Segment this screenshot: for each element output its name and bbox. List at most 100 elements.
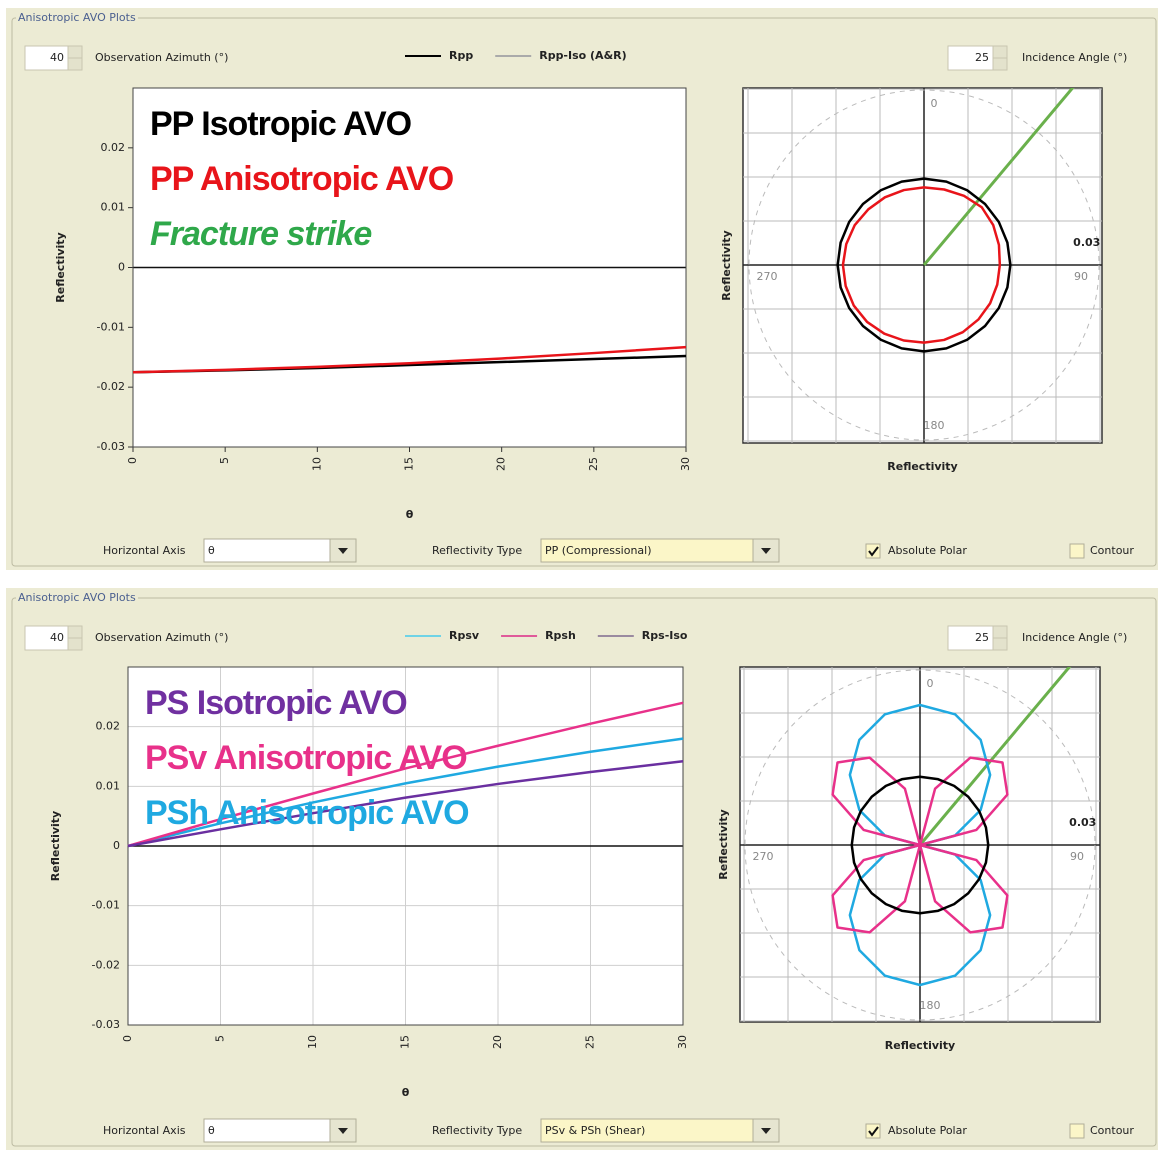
fracture-strike xyxy=(922,88,1075,266)
series-line xyxy=(127,737,684,848)
legend-label: Rpp xyxy=(449,49,473,62)
x-tick-label: 10 xyxy=(306,1035,319,1049)
polar-y-label: Reflectivity xyxy=(720,230,733,300)
ring-label: 0.03 xyxy=(1069,816,1096,829)
x-tick-label: 30 xyxy=(679,457,692,471)
checkbox[interactable] xyxy=(865,543,881,559)
legend-label: Rps-Iso xyxy=(642,629,688,642)
spin-box[interactable] xyxy=(947,45,994,71)
x-tick-label: 25 xyxy=(587,457,600,471)
horizontal-axis-label: Horizontal Axis xyxy=(103,1124,186,1137)
y-axis-label: Reflectivity xyxy=(49,811,62,881)
x-tick-label: 5 xyxy=(214,1035,227,1042)
angle-label: 90 xyxy=(1070,850,1084,863)
y-tick-label: 0 xyxy=(113,839,120,852)
polar-ring xyxy=(744,669,1096,1021)
legend-label: Rpp-Iso (A&R) xyxy=(539,49,626,62)
polar-series xyxy=(850,775,990,915)
annotation: PSv Anisotropic AVO xyxy=(145,739,467,777)
x-tick-label: 0 xyxy=(126,457,139,464)
dropdown[interactable] xyxy=(203,538,331,563)
dropdown[interactable] xyxy=(203,1118,331,1143)
x-tick-label: 20 xyxy=(495,457,508,471)
fracture-strike xyxy=(918,667,1072,846)
annotation: PS Isotropic AVO xyxy=(145,684,407,722)
ring-label: 0.03 xyxy=(1073,236,1100,249)
checkbox[interactable] xyxy=(865,1123,881,1139)
spin-value: 40 xyxy=(50,51,64,64)
reflectivity-type-label: Reflectivity Type xyxy=(432,1124,522,1137)
angle-label: 0 xyxy=(931,97,938,110)
annotation: PP Anisotropic AVO xyxy=(150,160,454,198)
absolute-polar-label: Absolute Polar xyxy=(888,1124,967,1137)
polar-series xyxy=(848,703,992,987)
dropdown-value: PP (Compressional) xyxy=(545,544,652,557)
x-axis-label: θ xyxy=(406,508,414,521)
x-axis-label: θ xyxy=(402,1086,410,1099)
x-tick-label: 15 xyxy=(403,457,416,471)
angle-label: 180 xyxy=(924,419,945,432)
plot-border xyxy=(132,87,687,448)
y-tick-label: -0.03 xyxy=(92,1018,120,1031)
check-mark xyxy=(868,546,879,557)
polar-y-label: Reflectivity xyxy=(717,809,730,879)
checkbox[interactable] xyxy=(1069,543,1085,559)
spin-box[interactable] xyxy=(24,625,69,651)
series-line xyxy=(127,701,684,848)
spin-value: 25 xyxy=(975,631,989,644)
group-frame xyxy=(11,17,1157,567)
series-line xyxy=(127,760,684,848)
x-tick-label: 0 xyxy=(121,1035,134,1042)
absolute-polar-label: Absolute Polar xyxy=(888,544,967,557)
dropdown-value: θ xyxy=(208,1124,215,1137)
annotation: PSh Anisotropic AVO xyxy=(145,794,469,832)
angle-label: 90 xyxy=(1074,270,1088,283)
dropdown-arrow xyxy=(338,548,348,554)
angle-label: 180 xyxy=(920,999,941,1012)
y-tick-label: 0.01 xyxy=(96,779,121,792)
polar-x-label: Reflectivity xyxy=(887,460,957,473)
azimuth-label: Observation Azimuth (°) xyxy=(95,631,228,644)
spin-box[interactable] xyxy=(24,45,69,71)
reflectivity-type-label: Reflectivity Type xyxy=(432,544,522,557)
y-tick-label: -0.01 xyxy=(97,320,125,333)
incidence-label: Incidence Angle (°) xyxy=(1022,631,1127,644)
angle-label: 0 xyxy=(927,677,934,690)
x-tick-label: 25 xyxy=(584,1035,597,1049)
angle-label: 270 xyxy=(753,850,774,863)
checkbox[interactable] xyxy=(1069,1123,1085,1139)
spin-box[interactable] xyxy=(947,625,994,651)
polar-series xyxy=(841,186,1002,344)
contour-label: Contour xyxy=(1090,544,1134,557)
annotation: Fracture strike xyxy=(150,215,371,253)
incidence-label: Incidence Angle (°) xyxy=(1022,51,1127,64)
legend-label: Rpsh xyxy=(545,629,576,642)
y-tick-label: -0.01 xyxy=(92,899,120,912)
y-tick-label: 0.02 xyxy=(101,141,126,154)
y-tick-label: -0.02 xyxy=(92,958,120,971)
series-line xyxy=(132,345,687,374)
dropdown-value: PSv & PSh (Shear) xyxy=(545,1124,645,1137)
annotation: PP Isotropic AVO xyxy=(150,105,412,143)
dropdown-arrow xyxy=(761,548,771,554)
y-tick-label: 0 xyxy=(118,261,125,274)
polar-series xyxy=(831,756,1009,934)
spin-value: 25 xyxy=(975,51,989,64)
legend-label: Rpsv xyxy=(449,629,480,642)
y-tick-label: 0.01 xyxy=(101,201,126,214)
x-tick-label: 5 xyxy=(218,457,231,464)
y-axis-label: Reflectivity xyxy=(54,232,67,302)
polar-plot xyxy=(743,88,1102,443)
x-tick-label: 30 xyxy=(676,1035,689,1049)
dropdown-arrow xyxy=(761,1128,771,1134)
y-tick-label: 0.02 xyxy=(96,720,121,733)
polar-series xyxy=(836,177,1012,353)
horizontal-axis-label: Horizontal Axis xyxy=(103,544,186,557)
x-tick-label: 10 xyxy=(310,457,323,471)
x-tick-label: 20 xyxy=(491,1035,504,1049)
spin-value: 40 xyxy=(50,631,64,644)
group-title: Anisotropic AVO Plots xyxy=(18,11,136,24)
azimuth-label: Observation Azimuth (°) xyxy=(95,51,228,64)
group-title: Anisotropic AVO Plots xyxy=(18,591,136,604)
